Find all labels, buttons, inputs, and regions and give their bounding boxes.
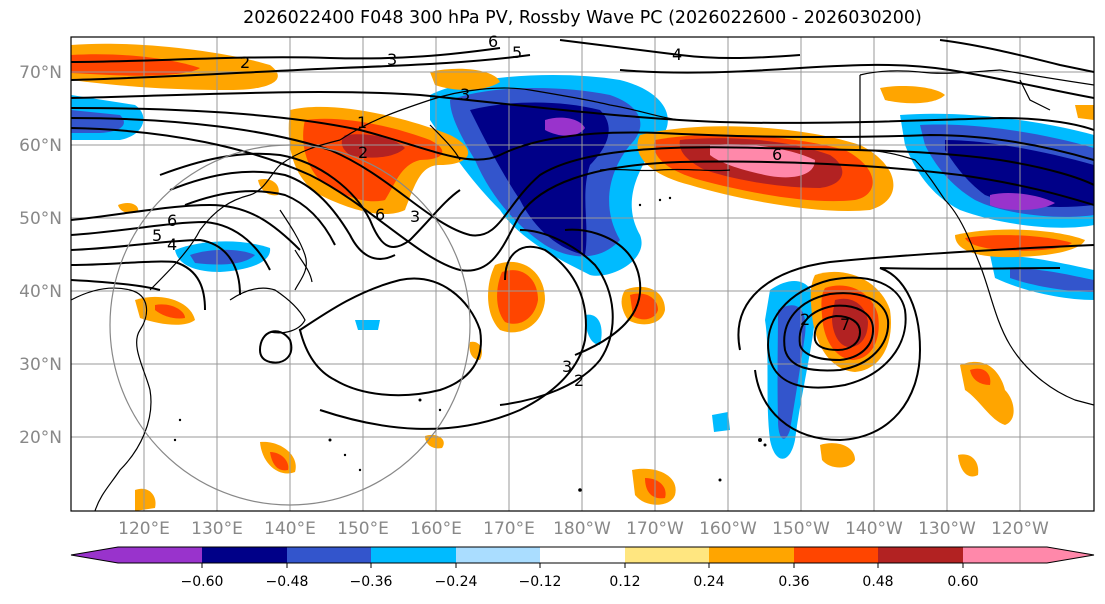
contour-label: 5: [512, 43, 522, 62]
contour-label: 6: [167, 211, 177, 230]
map-title: 2026022400 F048 300 hPa PV, Rossby Wave …: [243, 8, 922, 28]
contour-label: 5: [152, 226, 162, 245]
colorbar-bin: [456, 547, 540, 563]
colorbar-tick-label: −0.12: [519, 574, 562, 590]
colorbar-tick-label: 0.24: [693, 574, 724, 590]
contour-label: 6: [488, 32, 498, 51]
colorbar-bin: [202, 547, 287, 563]
contour-label: 3: [562, 357, 572, 376]
colorbar-bin: [794, 547, 878, 563]
colorbar-ticks: [201, 563, 964, 568]
lon-label: 170°W: [626, 519, 684, 539]
longitude-labels: 120°E 130°E 140°E 150°E 160°E 170°E 180°…: [118, 519, 1049, 539]
colorbar-bin: [878, 547, 963, 563]
colorbar-tick-label: 0.36: [778, 574, 809, 590]
lon-label: 140°W: [845, 519, 903, 539]
colorbar-bin: [625, 547, 709, 563]
lon-label: 130°E: [191, 519, 243, 539]
colorbar-bin: [371, 547, 456, 563]
contour-label: 2: [574, 371, 584, 390]
contour-labels: 2 3 6 5 4 3 1 2 6 5 4 6 3 2 3 2 7 6: [152, 32, 850, 390]
lon-label: 160°W: [699, 519, 757, 539]
colorbar-tick-label: −0.48: [266, 574, 309, 590]
lat-label: 50°N: [19, 209, 62, 229]
lat-label: 40°N: [19, 282, 62, 302]
contour-label: 3: [387, 50, 397, 69]
lon-label: 140°E: [264, 519, 316, 539]
contour-label: 3: [410, 207, 420, 226]
lon-label: 120°E: [118, 519, 170, 539]
contour-label: 7: [840, 315, 850, 334]
contour-label: 6: [772, 145, 782, 164]
colorbar-over-arrow: [1047, 547, 1094, 563]
lon-label: 130°W: [918, 519, 976, 539]
colorbar-bin: [963, 547, 1047, 563]
reference-circle: [109, 144, 471, 506]
colorbar-bin: [118, 547, 202, 563]
colorbar-tick-label: −0.36: [350, 574, 393, 590]
lon-label: 180°W: [553, 519, 611, 539]
colorbar-tick-label: 0.48: [862, 574, 893, 590]
colorbar-bin: [709, 547, 794, 563]
colorbar-outline: [70, 546, 1095, 564]
contour-label: 3: [460, 85, 470, 104]
contour-label: 4: [167, 235, 177, 254]
colorbar-tick-label: −0.24: [435, 574, 478, 590]
lon-label: 120°W: [991, 519, 1049, 539]
latitude-labels: 70°N 60°N 50°N 40°N 30°N 20°N: [19, 63, 62, 448]
lon-label: 150°E: [337, 519, 389, 539]
colorbar-tick-label: 0.12: [609, 574, 640, 590]
map-plot-area: [71, 37, 1094, 511]
lat-label: 60°N: [19, 136, 62, 156]
colorbar-tick-labels: −0.60 −0.48 −0.36 −0.24 −0.12 0.12 0.24 …: [181, 574, 979, 590]
contour-label: 2: [240, 53, 250, 72]
contour-label: 2: [800, 310, 810, 329]
colorbar-tick-label: 0.60: [947, 574, 978, 590]
contour-label: 4: [672, 45, 682, 64]
colorbar: −0.60 −0.48 −0.36 −0.24 −0.12 0.12 0.24 …: [70, 546, 1095, 590]
colorbar-tick-label: −0.60: [181, 574, 224, 590]
lon-label: 170°E: [483, 519, 535, 539]
contour-label: 2: [358, 143, 368, 162]
height-contours: [71, 39, 1094, 442]
colorbar-bin: [287, 547, 371, 563]
coastlines: [71, 69, 1094, 511]
lon-label: 160°E: [410, 519, 462, 539]
lat-label: 30°N: [19, 355, 62, 375]
lon-label: 150°W: [772, 519, 830, 539]
lat-label: 20°N: [19, 428, 62, 448]
map-frame: [70, 36, 1095, 512]
contour-label: 6: [375, 205, 385, 224]
colorbar-under-arrow: [71, 547, 118, 563]
lat-label: 70°N: [19, 63, 62, 83]
colorbar-bin: [540, 547, 625, 563]
contour-label: 1: [357, 113, 367, 132]
